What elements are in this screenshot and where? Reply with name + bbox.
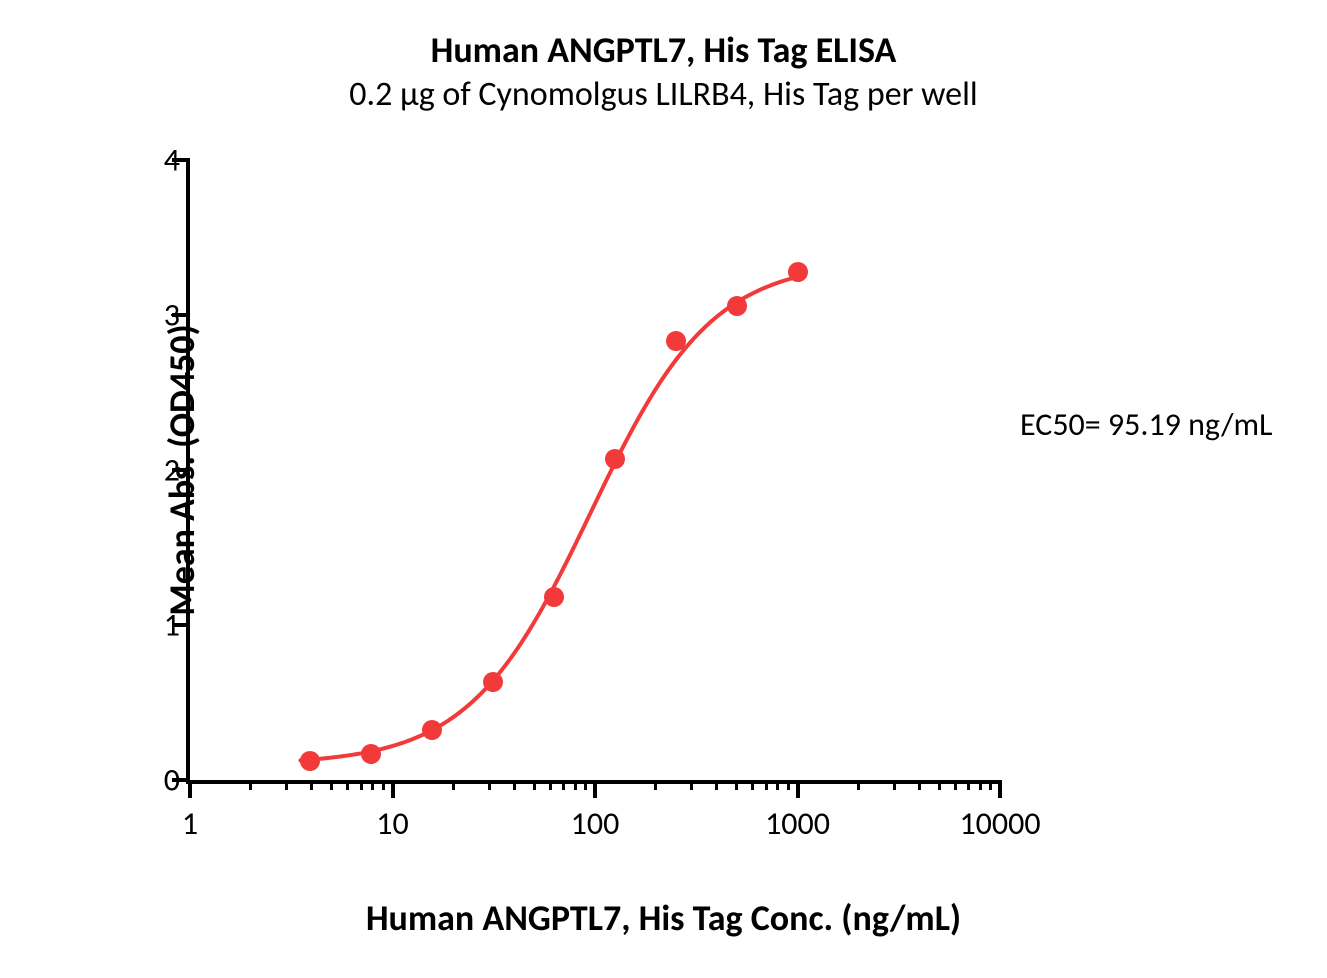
data-point xyxy=(605,449,625,469)
x-minor-tick xyxy=(893,780,896,790)
x-minor-tick xyxy=(765,780,768,790)
x-minor-tick xyxy=(562,780,565,790)
x-axis-label: Human ANGPTL7, His Tag Conc. (ng/mL) xyxy=(0,896,1327,940)
x-major-tick xyxy=(796,780,800,798)
ec50-annotation: EC50= 95.19 ng/mL xyxy=(1020,405,1273,444)
x-minor-tick xyxy=(787,780,790,790)
x-minor-tick xyxy=(488,780,491,790)
x-minor-tick xyxy=(751,780,754,790)
x-minor-tick xyxy=(979,780,982,790)
x-minor-tick xyxy=(989,780,992,790)
chart-subtitle: 0.2 µg of Cynomolgus LILRB4, His Tag per… xyxy=(0,74,1327,115)
chart-canvas: Human ANGPTL7, His Tag ELISA 0.2 µg of C… xyxy=(0,0,1327,978)
x-minor-tick xyxy=(918,780,921,790)
x-tick-label: 10 xyxy=(376,804,408,843)
plot-area: 11010010001000001234 xyxy=(190,160,1000,780)
x-minor-tick xyxy=(310,780,313,790)
x-tick-label: 1000 xyxy=(765,804,830,843)
y-tick-label: 4 xyxy=(140,141,180,180)
y-tick-label: 3 xyxy=(140,296,180,335)
y-axis-line xyxy=(186,160,190,784)
x-minor-tick xyxy=(574,780,577,790)
x-minor-tick xyxy=(452,780,455,790)
x-minor-tick xyxy=(857,780,860,790)
x-tick-label: 100 xyxy=(571,804,620,843)
y-tick-label: 2 xyxy=(140,451,180,490)
data-point xyxy=(544,587,564,607)
x-minor-tick xyxy=(533,780,536,790)
x-minor-tick xyxy=(690,780,693,790)
data-point xyxy=(361,744,381,764)
data-point xyxy=(666,331,686,351)
x-minor-tick xyxy=(954,780,957,790)
x-minor-tick xyxy=(513,780,516,790)
fit-path xyxy=(300,276,801,761)
x-minor-tick xyxy=(735,780,738,790)
x-major-tick xyxy=(593,780,597,798)
x-minor-tick xyxy=(330,780,333,790)
x-minor-tick xyxy=(285,780,288,790)
x-major-tick xyxy=(188,780,192,798)
x-minor-tick xyxy=(938,780,941,790)
data-point xyxy=(300,751,320,771)
x-minor-tick xyxy=(549,780,552,790)
x-minor-tick xyxy=(967,780,970,790)
x-major-tick xyxy=(391,780,395,798)
fit-curve xyxy=(190,160,1000,780)
x-minor-tick xyxy=(371,780,374,790)
x-minor-tick xyxy=(584,780,587,790)
x-major-tick xyxy=(998,780,1002,798)
x-minor-tick xyxy=(382,780,385,790)
x-minor-tick xyxy=(654,780,657,790)
y-tick-label: 0 xyxy=(140,761,180,800)
x-minor-tick xyxy=(776,780,779,790)
data-point xyxy=(727,296,747,316)
x-minor-tick xyxy=(249,780,252,790)
x-minor-tick xyxy=(346,780,349,790)
data-point xyxy=(422,720,442,740)
data-point xyxy=(483,672,503,692)
chart-title: Human ANGPTL7, His Tag ELISA xyxy=(0,28,1327,72)
x-minor-tick xyxy=(360,780,363,790)
y-tick-label: 1 xyxy=(140,606,180,645)
data-point xyxy=(788,262,808,282)
x-tick-label: 1 xyxy=(182,804,198,843)
x-minor-tick xyxy=(715,780,718,790)
x-tick-label: 10000 xyxy=(959,804,1040,843)
